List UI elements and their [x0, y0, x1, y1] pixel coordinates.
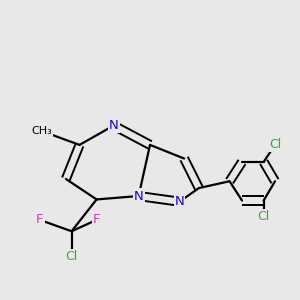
Text: N: N: [134, 190, 143, 202]
Text: Cl: Cl: [257, 210, 270, 223]
Text: F: F: [36, 213, 44, 226]
Text: CH₃: CH₃: [32, 126, 52, 136]
Text: N: N: [109, 119, 118, 132]
Text: Cl: Cl: [269, 138, 281, 152]
Text: F: F: [93, 213, 100, 226]
Text: N: N: [175, 195, 184, 208]
Text: Cl: Cl: [65, 250, 78, 263]
